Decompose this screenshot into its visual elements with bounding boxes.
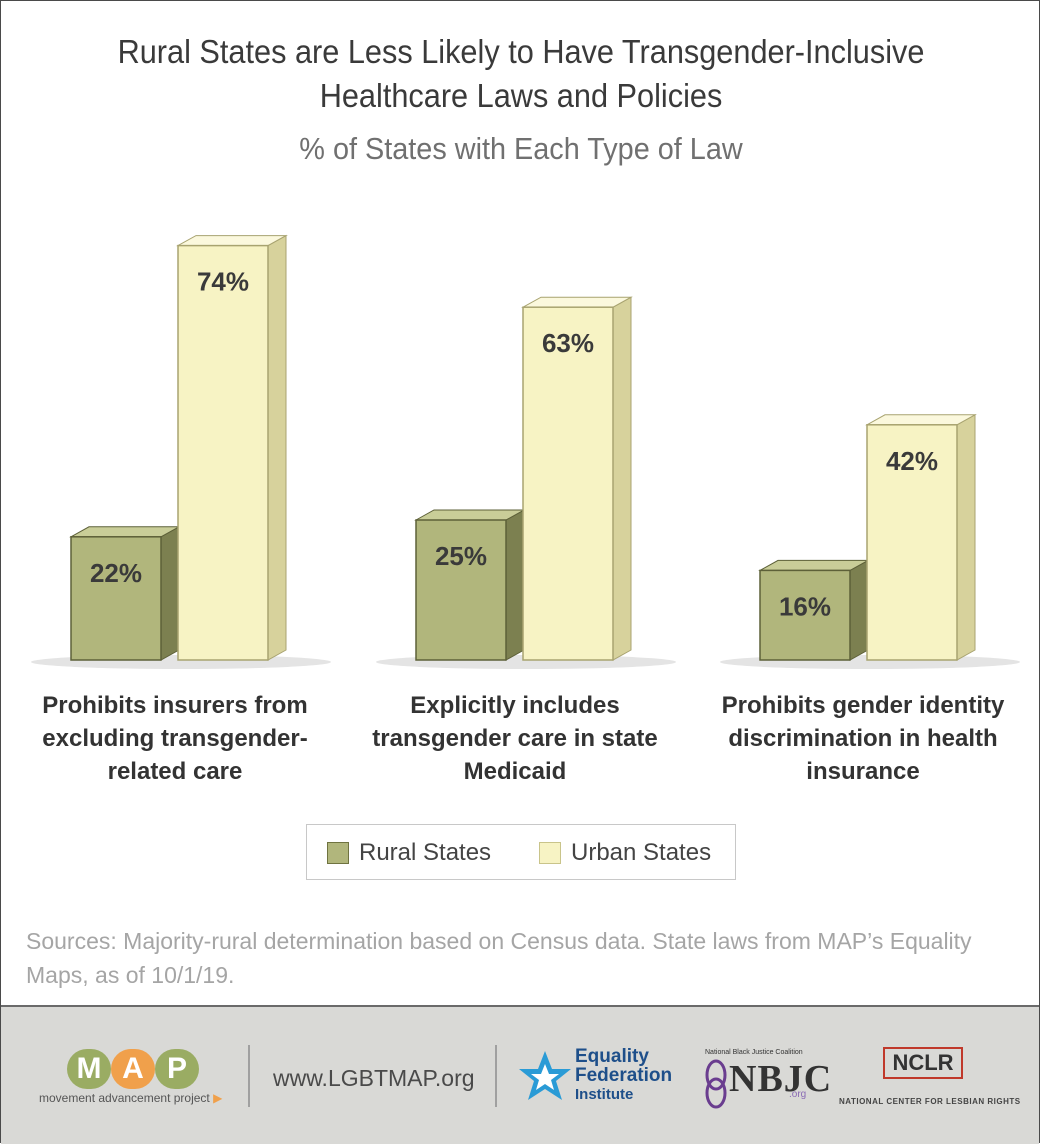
- chart-subtitle: % of States with Each Type of Law: [299, 131, 743, 166]
- efi-wordmark: Equality Federation Institute: [575, 1047, 672, 1104]
- category-label-2: Explicitly includes transgender care in …: [360, 689, 670, 788]
- map-tagline-text: movement advancement project: [39, 1091, 210, 1105]
- category-label-line: excluding transgender-: [42, 725, 308, 752]
- category-label-line: Explicitly includes: [410, 692, 620, 719]
- nclr-logo[interactable]: NCLR NATIONAL CENTER FOR LESBIAN RIGHTS: [839, 1047, 1021, 1111]
- category-label-line: insurance: [806, 758, 920, 785]
- bar-side: [160, 525, 180, 661]
- bar-side: [849, 559, 869, 661]
- bar-value-label: 22%: [90, 558, 142, 588]
- nbjc-full-name: National Black Justice Coalition: [705, 1049, 803, 1056]
- bar-value-label: 74%: [197, 267, 249, 297]
- bar-side: [956, 413, 976, 661]
- bar-urban: [522, 306, 614, 661]
- category-label-line: transgender care in state: [372, 725, 658, 752]
- efi-line-2: Federation: [575, 1065, 673, 1086]
- bar-top: [69, 526, 181, 538]
- legend-label-rural: Rural States: [359, 839, 492, 866]
- footer-divider: [248, 1045, 250, 1107]
- legend-label-urban: Urban States: [571, 839, 712, 866]
- bar-urban: [866, 424, 958, 661]
- bar-urban: [177, 244, 269, 661]
- bar-side: [505, 509, 525, 661]
- nbjc-logo[interactable]: National Black Justice Coalition NBJC .o…: [703, 1047, 831, 1111]
- chart-legend: Rural States Urban States: [306, 824, 736, 880]
- legend-swatch-rural: [327, 842, 349, 864]
- map-letter-a: A: [111, 1049, 155, 1089]
- website-link[interactable]: www.LGBTMAP.org: [273, 1065, 475, 1091]
- bar-side: [612, 296, 632, 661]
- category-label-3: Prohibits gender identity discrimination…: [708, 689, 1018, 788]
- footer-divider: [495, 1045, 497, 1107]
- bar-top: [414, 509, 526, 521]
- category-label-line: Medicaid: [463, 758, 567, 785]
- star-icon: [519, 1051, 571, 1100]
- bar-value-label: 42%: [886, 446, 938, 476]
- chain-link-icon: [705, 1059, 727, 1109]
- bar-top: [758, 559, 870, 571]
- map-letter-p: P: [155, 1049, 199, 1089]
- sources-note: Sources: Majority-rural determination ba…: [26, 928, 972, 988]
- category-label-line: Prohibits insurers from: [42, 692, 308, 719]
- map-letter-m: M: [67, 1049, 111, 1089]
- chart-title: Rural States are Less Likely to Have Tra…: [36, 30, 1005, 118]
- bar-chart: 22% 25% 16% 74% 63% 42%: [31, 234, 1020, 669]
- bar-top: [521, 296, 633, 308]
- bar-top: [865, 414, 977, 426]
- bar-top: [176, 235, 288, 247]
- efi-line-1: Equality: [575, 1046, 649, 1067]
- bar-value-label: 25%: [435, 541, 487, 571]
- bar-rural: [70, 536, 162, 661]
- nbjc-org-suffix: .org: [789, 1089, 807, 1100]
- efi-line-3: Institute: [575, 1086, 634, 1103]
- category-label-1: Prohibits insurers from excluding transg…: [20, 689, 330, 788]
- bar-rural: [415, 519, 507, 661]
- legend-swatch-urban: [539, 842, 561, 864]
- map-tagline: movement advancement project ▶: [39, 1091, 222, 1105]
- nbjc-wordmark: NBJC: [729, 1058, 833, 1100]
- category-label-line: discrimination in health: [728, 725, 998, 752]
- chart-title-line-2: Healthcare Laws and Policies: [319, 77, 723, 114]
- nclr-full-name: NATIONAL CENTER FOR LESBIAN RIGHTS: [839, 1097, 1021, 1106]
- play-arrow-icon: ▶: [213, 1091, 223, 1105]
- bar-side: [267, 234, 287, 661]
- bar-value-label: 63%: [542, 328, 594, 358]
- bar-value-label: 16%: [779, 591, 831, 621]
- category-label-line: Prohibits gender identity: [721, 692, 1005, 719]
- category-label-line: related care: [107, 758, 243, 785]
- nclr-wordmark: NCLR: [883, 1047, 963, 1079]
- chart-title-line-1: Rural States are Less Likely to Have Tra…: [117, 33, 925, 70]
- equality-federation-logo[interactable]: Equality Federation Institute: [519, 1047, 689, 1111]
- bar-rural: [759, 569, 851, 661]
